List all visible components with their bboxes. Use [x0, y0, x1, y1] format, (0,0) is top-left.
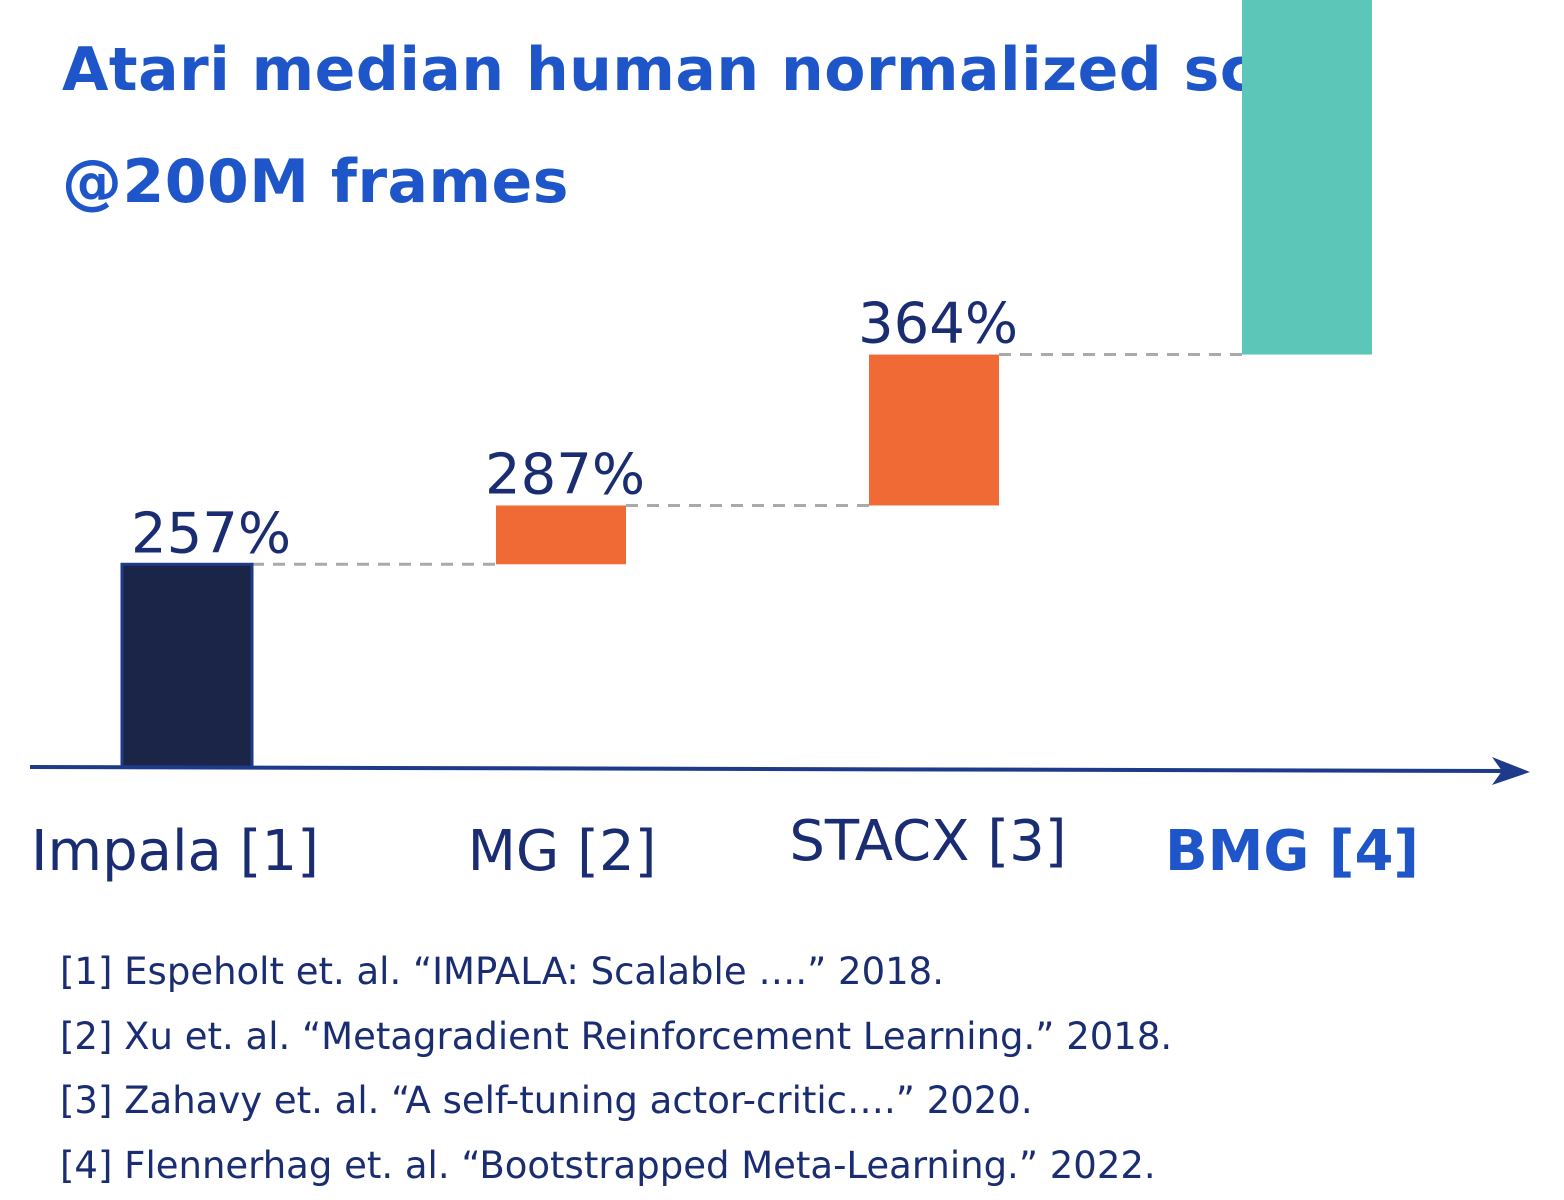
- value-label: 257%: [131, 501, 291, 566]
- x-axis-arrow-icon: [1492, 757, 1530, 785]
- category-labels: Impala [1] MG [2] STACX [3] BMG [4]: [31, 809, 1419, 884]
- bars: [120, 0, 1372, 769]
- value-label: 364%: [858, 292, 1018, 357]
- waterfall-chart: 257%287%364%611% Impala [1]MG [2]STACX […: [29, 0, 1530, 884]
- category-label: Impala [1]: [31, 819, 319, 884]
- bar-mg: [496, 505, 626, 565]
- category-label: MG [2]: [468, 819, 657, 884]
- bar-bmg: [1242, 0, 1372, 355]
- bar-impala: [120, 562, 254, 769]
- category-label: STACX [3]: [789, 809, 1066, 874]
- bar-stacx: [869, 354, 999, 506]
- reference-item: [1] Espeholt et. al. “IMPALA: Scalable ……: [60, 950, 944, 993]
- value-labels: 257%287%364%611%: [131, 292, 1018, 567]
- references-list: [1] Espeholt et. al. “IMPALA: Scalable ……: [60, 940, 1172, 1198]
- x-axis-line: [29, 765, 1511, 773]
- category-label: BMG [4]: [1165, 819, 1419, 884]
- connector-lines: [252, 353, 1242, 566]
- reference-item: [4] Flennerhag et. al. “Bootstrapped Met…: [60, 1143, 1156, 1187]
- value-label: 287%: [485, 442, 645, 507]
- chart-title: Atari median human normalized score @200…: [62, 35, 1369, 217]
- reference-item: [3] Zahavy et. al. “A self-tuning actor-…: [60, 1079, 1033, 1122]
- reference-item: [2] Xu et. al. “Metagradient Reinforceme…: [60, 1014, 1173, 1058]
